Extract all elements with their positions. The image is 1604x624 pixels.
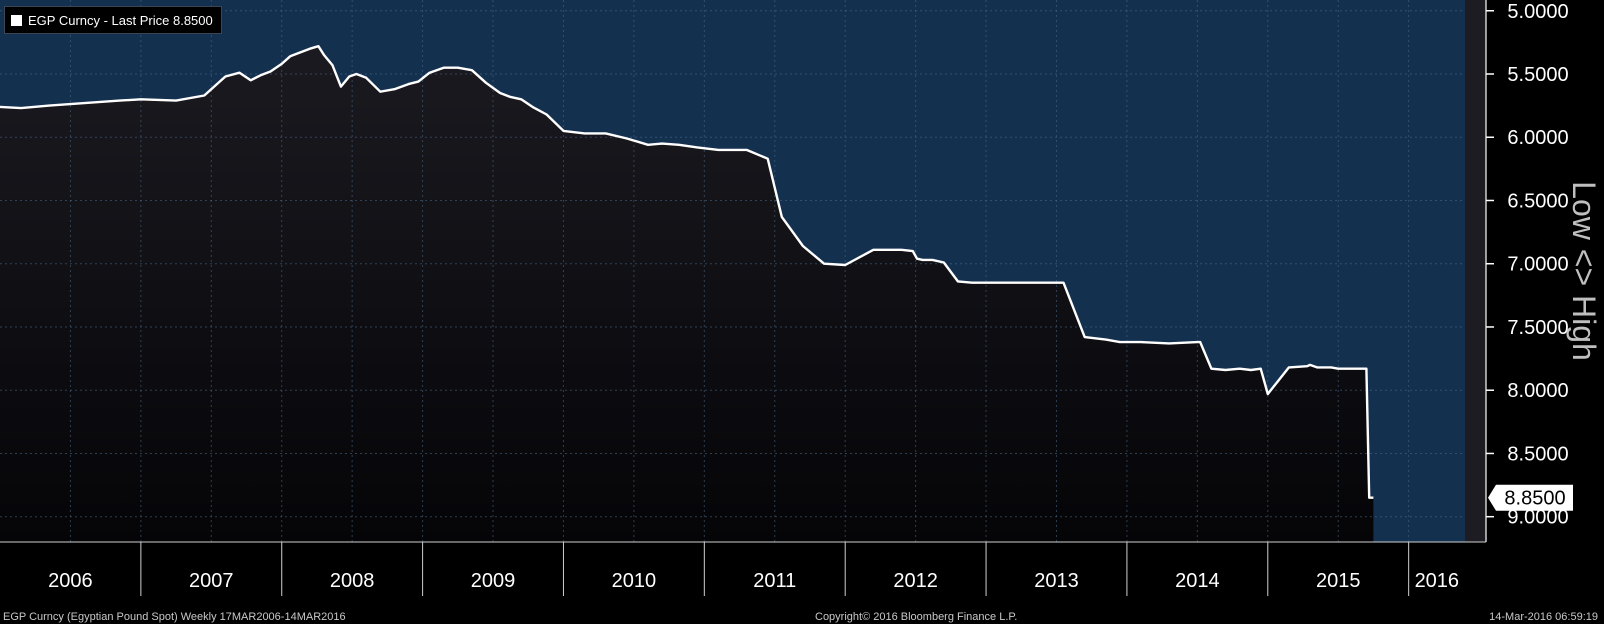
chart-canvas: 5.0000 5.5000 6.0000 6.5000 7.0000 7.5000 8.00…	[0, 0, 1604, 610]
x-tick-label: 2006	[48, 570, 93, 592]
y-axis-title: Low <> High	[1566, 181, 1602, 361]
legend: EGP Curncy - Last Price 8.8500	[4, 6, 222, 34]
area-under-line	[0, 46, 1374, 542]
x-tick-label: 2014	[1175, 570, 1220, 592]
x-axis: 2006 2007 2008 2009 2010 2011 2012 2013 2014 2015…	[0, 541, 1604, 610]
y-tick-label: 6.5000	[1507, 190, 1568, 212]
y-tick-label: 7.0000	[1507, 254, 1568, 276]
legend-swatch	[11, 14, 22, 26]
footer-security-info: EGP Curncy (Egyptian Pound Spot) Weekly …	[3, 611, 346, 623]
y-tick-label: 7.5000	[1507, 317, 1568, 339]
x-tick-label: 2007	[189, 570, 234, 592]
x-tick-label: 2010	[612, 570, 657, 592]
footer-copyright: Copyright© 2016 Bloomberg Finance L.P.	[815, 611, 1018, 623]
y-tick-label: 8.5000	[1507, 443, 1568, 465]
legend-label: EGP Curncy - Last Price 8.8500	[28, 12, 213, 28]
right-edge-strip	[1465, 0, 1486, 542]
y-axis: 5.0000 5.5000 6.0000 6.5000 7.0000 7.5000 8.00…	[1485, 0, 1569, 542]
y-tick-label: 8.0000	[1507, 380, 1568, 402]
x-tick-label: 2015	[1316, 570, 1361, 592]
footer-bar: EGP Curncy (Egyptian Pound Spot) Weekly …	[0, 610, 1604, 624]
grid-lines	[0, 0, 1465, 542]
y-tick-label: 5.5000	[1507, 64, 1568, 86]
series-line-egp-last-price	[0, 45, 1374, 499]
x-tick-label: 2016	[1415, 570, 1460, 592]
y-tick-label: 6.0000	[1507, 127, 1568, 149]
last-value-marker: 8.8500	[1488, 484, 1573, 511]
footer-timestamp: 14-Mar-2016 06:59:19	[1489, 611, 1598, 623]
last-value-tag	[1488, 484, 1573, 511]
x-tick-label: 2012	[893, 570, 938, 592]
last-value-label: 8.8500	[1504, 488, 1565, 510]
x-tick-label: 2009	[471, 570, 516, 592]
y-tick-label: 5.0000	[1507, 1, 1568, 23]
x-axis-band	[0, 542, 1604, 610]
x-tick-label: 2011	[753, 570, 796, 592]
x-tick-label: 2008	[330, 570, 375, 592]
x-tick-label: 2013	[1034, 570, 1079, 592]
y-tick-label: 9.0000	[1507, 507, 1568, 529]
